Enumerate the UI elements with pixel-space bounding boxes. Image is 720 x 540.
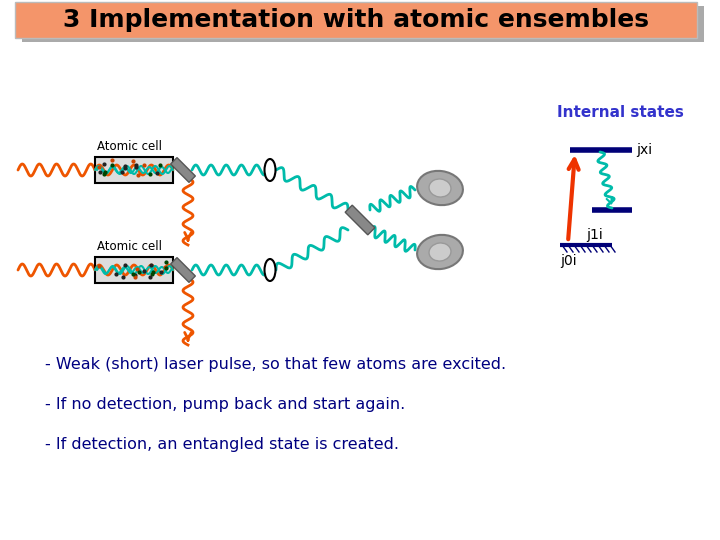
Bar xyxy=(95,257,173,283)
Ellipse shape xyxy=(417,171,463,205)
Text: j0i: j0i xyxy=(560,254,577,268)
Text: j1i: j1i xyxy=(586,228,603,242)
Text: - If no detection, pump back and start again.: - If no detection, pump back and start a… xyxy=(45,397,405,413)
Ellipse shape xyxy=(429,243,451,261)
FancyBboxPatch shape xyxy=(22,6,704,42)
Text: - Weak (short) laser pulse, so that few atoms are excited.: - Weak (short) laser pulse, so that few … xyxy=(45,357,506,373)
Ellipse shape xyxy=(264,259,276,281)
Text: jxi: jxi xyxy=(636,143,652,157)
Polygon shape xyxy=(171,258,195,282)
Text: - If detection, an entangled state is created.: - If detection, an entangled state is cr… xyxy=(45,437,399,453)
Ellipse shape xyxy=(264,159,276,181)
Polygon shape xyxy=(171,158,195,183)
Ellipse shape xyxy=(429,179,451,197)
Text: 3 Implementation with atomic ensembles: 3 Implementation with atomic ensembles xyxy=(63,8,649,32)
Text: Atomic cell: Atomic cell xyxy=(97,240,162,253)
Text: Internal states: Internal states xyxy=(557,105,683,120)
FancyBboxPatch shape xyxy=(15,2,697,38)
Text: Atomic cell: Atomic cell xyxy=(97,140,162,153)
Bar xyxy=(95,157,173,183)
Polygon shape xyxy=(345,205,375,235)
Ellipse shape xyxy=(417,235,463,269)
